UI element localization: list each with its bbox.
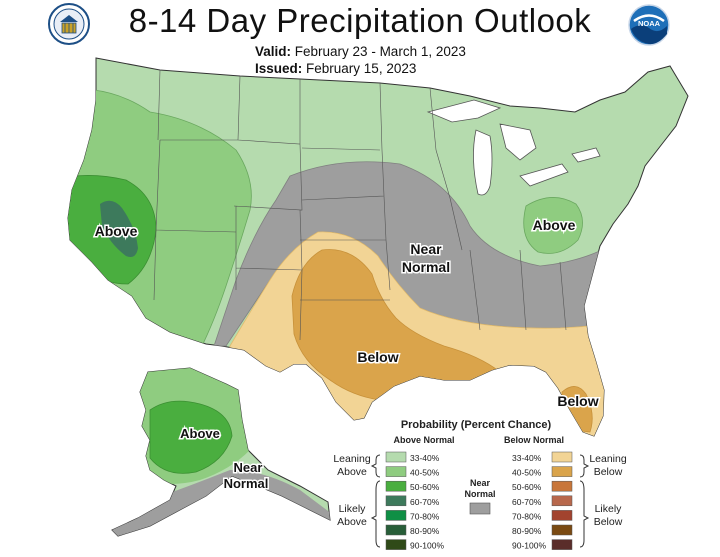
- legend-near-normal-line2: Normal: [464, 489, 495, 499]
- legend-likely-below-bracket: [579, 480, 590, 548]
- alaska-above-label: Above: [180, 426, 220, 441]
- legend-above-label-3: 50-60%: [410, 482, 440, 492]
- legend-above-label-1: 33-40%: [410, 453, 440, 463]
- legend-near-normal-line1: Near: [470, 478, 491, 488]
- legend-below-label-1: 33-40%: [512, 453, 542, 463]
- legend-leaning-above-bracket: [370, 454, 381, 478]
- legend-below-label-4: 60-70%: [512, 497, 542, 507]
- legend-above-label-2: 40-50%: [410, 468, 440, 478]
- legend-below-swatch-4: [551, 495, 573, 507]
- legend-above-swatch-4: [385, 495, 407, 507]
- legend-near-normal-swatch: [469, 502, 491, 515]
- legend-below-label-6: 80-90%: [512, 526, 542, 536]
- legend-above-label-5: 70-80%: [410, 511, 440, 521]
- legend-below-swatch-1: [551, 451, 573, 463]
- alaska-likely-above-region: [149, 400, 233, 474]
- legend-title: Probability (Percent Chance): [401, 419, 552, 431]
- legend-below-label-7: 90-100%: [512, 541, 546, 551]
- legend-leaning-below-bracket: [579, 454, 590, 478]
- department-of-commerce-seal-icon: [48, 3, 90, 45]
- valid-date-line: Valid: February 23 - March 1, 2023: [255, 44, 466, 59]
- issued-date: February 15, 2023: [306, 61, 417, 76]
- alaska-near-label-line1: Near: [234, 460, 263, 475]
- west-above-label: Above: [95, 223, 138, 239]
- legend-below-label-3: 50-60%: [512, 482, 542, 492]
- legend-likely-below-line1: Likely: [595, 503, 623, 515]
- west-likely-above-core-region: [100, 200, 138, 257]
- legend-leaning-below-line1: Leaning: [589, 453, 627, 465]
- legend-below-swatch-3: [551, 480, 573, 492]
- legend-above-swatch-3: [385, 480, 407, 492]
- central-near-label-line2: Normal: [402, 259, 450, 275]
- legend-leaning-below-line2: Below: [594, 466, 623, 478]
- legend: Probability (Percent Chance) Above Norma…: [333, 419, 627, 551]
- issued-date-line: Issued: February 15, 2023: [255, 61, 416, 76]
- alaska-near-label-line2: Normal: [224, 476, 269, 491]
- legend-above-swatches: 33-40% 40-50% 50-60% 60-70% 70-80% 80-90% 90-1…: [385, 451, 444, 551]
- legend-above-swatch-2: [385, 466, 407, 477]
- legend-below-swatch-7: [551, 539, 573, 550]
- legend-above-swatch-5: [385, 510, 407, 521]
- legend-below-header: Below Normal: [504, 435, 564, 445]
- legend-above-header: Above Normal: [393, 435, 454, 445]
- legend-below-label-5: 70-80%: [512, 511, 542, 521]
- legend-above-label-6: 80-90%: [410, 526, 440, 536]
- great-lakes: [426, 99, 601, 196]
- south-below-label: Below: [357, 349, 398, 365]
- ohio-valley-above-region: [523, 197, 583, 254]
- legend-leaning-above-line2: Above: [337, 466, 367, 478]
- legend-above-label-7: 90-100%: [410, 541, 444, 551]
- svg-text:NOAA: NOAA: [638, 19, 661, 28]
- ohio-above-label: Above: [533, 217, 576, 233]
- legend-above-label-4: 60-70%: [410, 497, 440, 507]
- legend-above-swatch-1: [385, 451, 407, 463]
- legend-likely-above-bracket: [370, 480, 381, 548]
- legend-below-swatches: 33-40% 40-50% 50-60% 60-70% 70-80% 80-90% 90-1…: [512, 451, 573, 551]
- issued-label: Issued:: [255, 61, 303, 76]
- legend-above-swatch-6: [385, 524, 407, 536]
- alaska-near-normal-region: [112, 470, 330, 536]
- legend-below-swatch-2: [551, 466, 573, 477]
- map-title: 8-14 Day Precipitation Outlook: [128, 2, 592, 39]
- legend-below-swatch-5: [551, 510, 573, 521]
- legend-above-swatch-7: [385, 539, 407, 550]
- legend-likely-below-line2: Below: [594, 516, 623, 528]
- legend-likely-above-line2: Above: [337, 516, 367, 528]
- state-borders: [153, 69, 567, 341]
- alaska-map: Above Near Normal: [111, 367, 331, 537]
- central-near-label-line1: Near: [410, 241, 442, 257]
- legend-leaning-above-line1: Leaning: [333, 453, 371, 465]
- noaa-logo-icon: NOAA: [628, 4, 670, 46]
- valid-dates: February 23 - March 1, 2023: [294, 44, 466, 59]
- florida-below-label: Below: [557, 393, 598, 409]
- legend-likely-above-line1: Likely: [339, 503, 367, 515]
- legend-below-label-2: 40-50%: [512, 468, 542, 478]
- legend-below-swatch-6: [551, 524, 573, 536]
- valid-label: Valid:: [255, 44, 292, 59]
